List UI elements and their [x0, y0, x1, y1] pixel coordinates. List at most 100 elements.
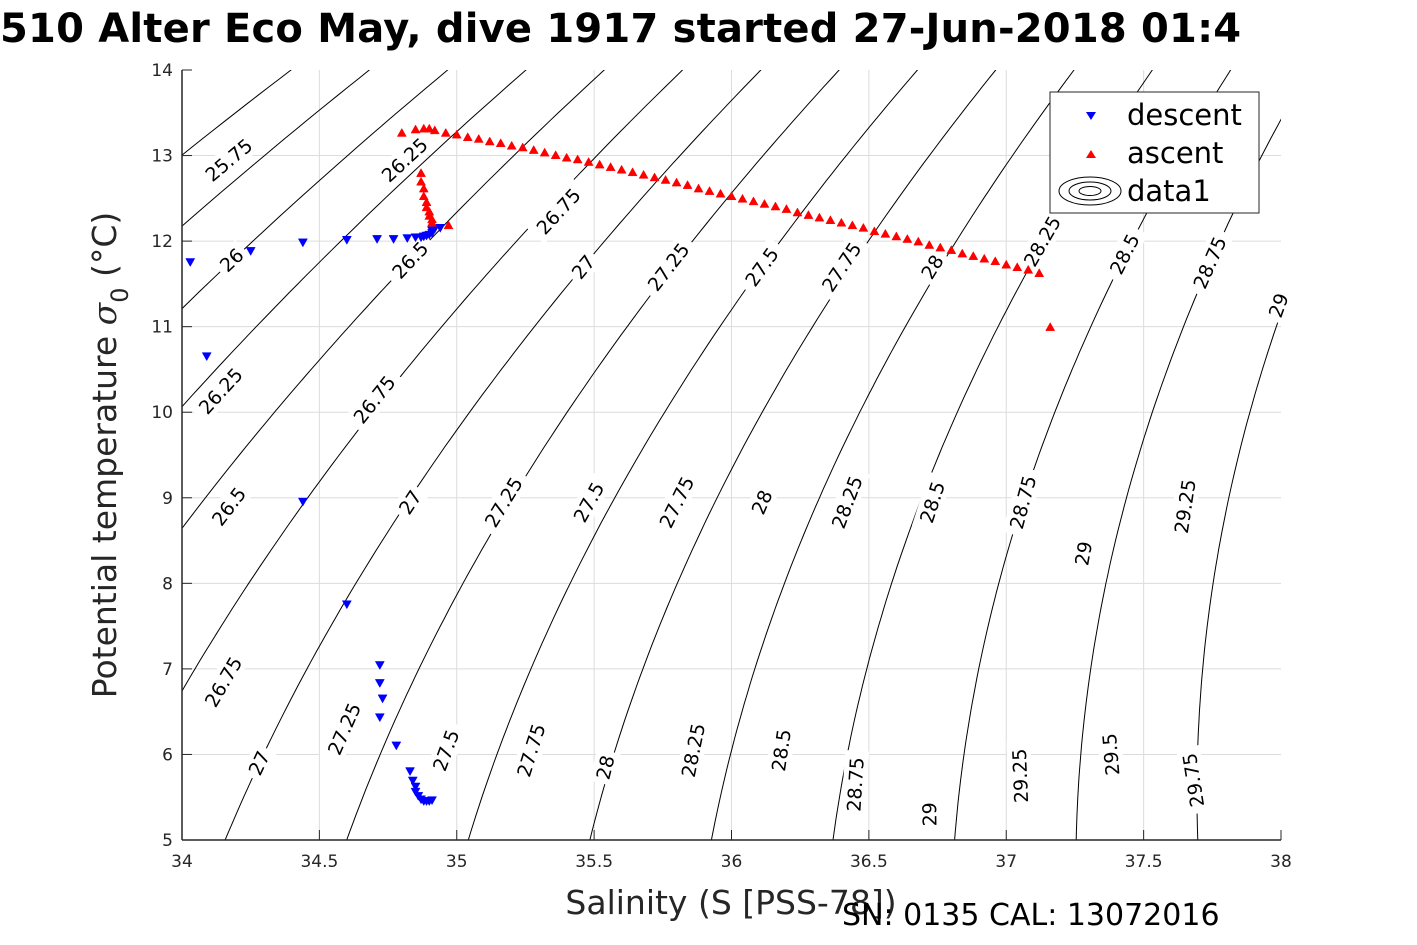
chart-title: 510 Alter Eco May, dive 1917 started 27-…: [0, 6, 1242, 52]
ascent-point: [660, 175, 671, 184]
contour-label-gap: [382, 231, 438, 289]
contour-label: 28.75: [843, 757, 868, 813]
contour-label-gap: [564, 471, 613, 533]
ascent-point: [770, 201, 781, 211]
ascent-point: [957, 248, 968, 258]
y-axis-label-symbol: σ: [85, 301, 124, 325]
contour-label: 29.25: [1009, 748, 1033, 803]
x-tick-label: 35.5: [575, 852, 613, 872]
y-axis-label-subscript: 0: [106, 287, 134, 302]
contour-label-gap: [735, 237, 788, 297]
ascent-point: [1012, 262, 1023, 272]
contour-label-group: 27.5: [735, 237, 788, 297]
legend-box: [1049, 91, 1260, 214]
contour-label-gap: [1006, 741, 1034, 811]
contour-label-gap: [650, 466, 703, 538]
descent-point: [410, 787, 421, 797]
contour-label-gap: [765, 720, 797, 780]
contour-label-gap: [240, 742, 277, 784]
legend-contour-icon: [1058, 176, 1122, 206]
y-axis-label-main: Potential temperature: [85, 325, 124, 698]
ascent-point: [550, 150, 561, 159]
ascent-point: [462, 132, 473, 141]
y-tick-labels: 5 6 7 8 9 10 11 12 13 14: [151, 61, 173, 851]
contour-line-28: [710, 70, 1075, 840]
ascent-point: [424, 210, 435, 220]
contour-label: 29: [919, 802, 941, 826]
ascent-point: [484, 136, 495, 146]
ascent-point: [616, 164, 627, 174]
axes: [181, 69, 1282, 841]
contour-line-26-25: [182, 70, 527, 408]
ascent-point: [715, 188, 726, 198]
ascent-point: [836, 217, 847, 227]
ascent-point: [902, 234, 913, 243]
contour-line-25-75: [182, 70, 371, 227]
ascent-point: [990, 256, 1001, 266]
descent-point: [405, 767, 415, 777]
x-tick-label: 37: [995, 852, 1017, 872]
contour-label-gap: [1014, 205, 1070, 277]
ascent-point: [913, 236, 924, 246]
contour-label-group: 29: [917, 797, 942, 831]
ascent-point: [1001, 259, 1012, 269]
contour-label-gap: [812, 232, 871, 302]
ascent-point: [418, 183, 429, 193]
legend-descent-label: descent: [1127, 98, 1242, 132]
legend-descent-marker-icon: [1086, 112, 1096, 120]
ascent-point: [869, 226, 880, 236]
legend: descent ascent data1: [1049, 91, 1260, 214]
ascent-point: [693, 183, 704, 193]
ascent-point: [935, 242, 946, 252]
ascent-point: [748, 196, 759, 206]
descent-point: [372, 235, 383, 244]
contour-label-gap: [475, 467, 532, 538]
contour-line-27-75: [589, 70, 997, 840]
ascent-point: [605, 162, 616, 171]
ascent-point: [583, 157, 594, 166]
contour-label-gap: [371, 128, 438, 192]
contour-label-group: 29.5: [1096, 725, 1126, 784]
descent-point: [435, 224, 446, 233]
descent-point: [374, 679, 385, 688]
x-tick-label: 34: [171, 852, 193, 872]
legend-data1-label: data1: [1127, 174, 1211, 208]
contour-label-gap: [202, 476, 256, 536]
ascent-point: [418, 191, 429, 201]
x-tick-label: 38: [1270, 852, 1292, 872]
descent-point: [374, 661, 385, 670]
contour-label-gap: [424, 719, 467, 781]
contour-label-gap: [1167, 471, 1202, 542]
y-tick-label: 14: [151, 61, 173, 81]
ascent-point: [968, 251, 979, 260]
ascent-point: [759, 198, 770, 208]
contour-line-26: [182, 70, 449, 310]
contour-label-group: 29.25: [1006, 741, 1034, 811]
ascent-point: [424, 123, 435, 133]
contour-label-gap: [390, 481, 430, 523]
ascent-point: [814, 212, 825, 222]
ascent-point: [396, 127, 407, 137]
ascent-point: [946, 245, 957, 254]
ascent-point: [891, 231, 902, 241]
ascent-point: [416, 176, 426, 186]
contour-label-gap: [589, 748, 621, 787]
ascent-point: [682, 180, 693, 189]
contour-line-26-5: [182, 70, 605, 530]
legend-ascent-marker-icon: [1086, 150, 1096, 158]
descent-point: [374, 713, 385, 723]
y-tick-label: 5: [162, 831, 173, 851]
descent-point: [341, 236, 352, 245]
x-axis-label: Salinity (S [PSS-78]): [565, 883, 896, 922]
contour-label-gap: [195, 646, 251, 717]
contour-label-gap: [912, 471, 953, 533]
y-tick-label: 12: [151, 232, 173, 252]
contour-label-gap: [1261, 285, 1296, 325]
descent-point: [410, 782, 421, 792]
y-tick-label: 13: [151, 147, 173, 167]
descent-point: [388, 235, 399, 244]
y-tick-label: 11: [151, 318, 173, 338]
serial-calibration-note: SN: 0135 CAL: 13072016: [842, 898, 1220, 933]
contour-label-gap: [841, 749, 870, 819]
ascent-point: [429, 125, 440, 135]
